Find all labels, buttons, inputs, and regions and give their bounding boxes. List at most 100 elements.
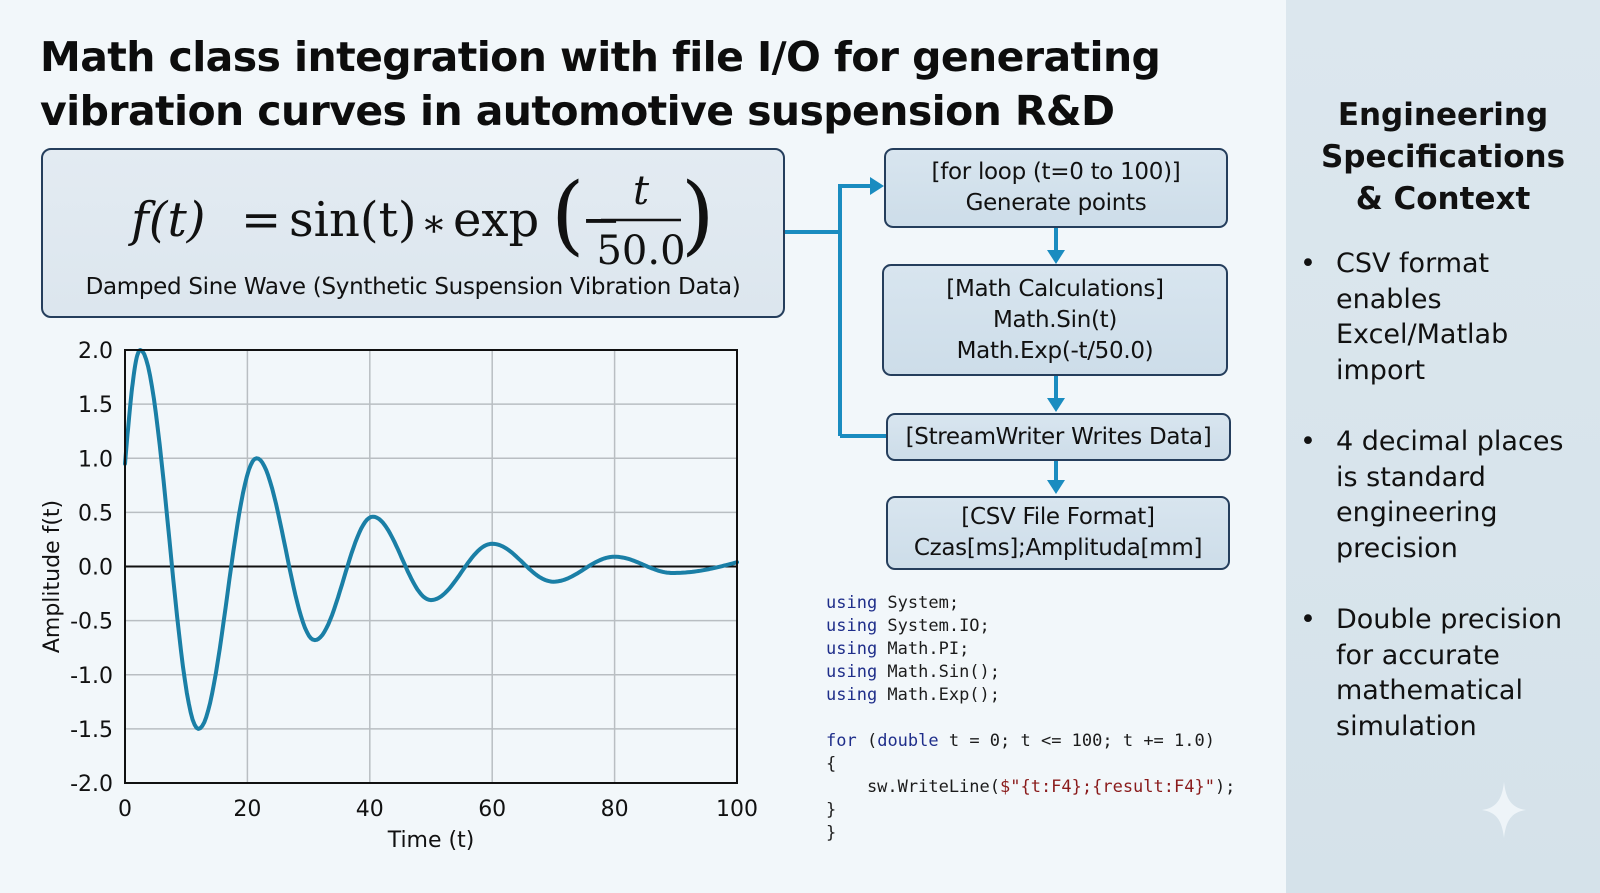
- sidebar-bullet-line: precision: [1336, 532, 1458, 564]
- bullet-icon: •: [1300, 248, 1316, 279]
- code-text: sw.WriteLine(: [826, 777, 1000, 797]
- y-axis-label: Amplitude f(t): [40, 500, 65, 653]
- code-line: using System;: [826, 592, 1235, 615]
- code-keyword: using: [826, 639, 878, 659]
- formula-sin: sin(t): [289, 192, 417, 248]
- code-text: System.IO;: [877, 616, 990, 636]
- flow-step-loop-title: [for loop (t=0 to 100)]: [931, 159, 1181, 185]
- formula-lhs: f(t): [128, 192, 206, 248]
- sidebar-panel: Engineering Specifications & Context • CS…: [1286, 0, 1600, 893]
- code-string: $"{t:F4};{result:F4}": [1000, 777, 1215, 797]
- x-axis-label: Time (t): [387, 828, 475, 853]
- code-text: {: [826, 754, 837, 774]
- x-tick-label: 40: [356, 797, 384, 822]
- code-line: using Math.Exp();: [826, 684, 1235, 707]
- sparkle-icon: [1482, 782, 1526, 838]
- x-tick-label: 80: [601, 797, 629, 822]
- sidebar-bullet-list: • CSV format enables Excel/Matlab import • 4 d…: [1300, 246, 1600, 780]
- formula-box: f(t) = sin(t) ∗ exp ( − t 50.0 ) Damped …: [41, 148, 785, 318]
- code-text: System;: [877, 593, 960, 613]
- code-snippet: using System; using System.IO; using Math.…: [826, 592, 1235, 845]
- x-tick-label: 100: [716, 797, 758, 822]
- formula-exp: exp: [453, 192, 539, 248]
- code-line: }: [826, 799, 1235, 822]
- sidebar-title-line: Specifications: [1320, 139, 1566, 175]
- code-line: sw.WriteLine($"{t:F4};{result:F4}");: [826, 776, 1235, 799]
- flow-down-arrows: [1047, 228, 1065, 494]
- formula-operator: ∗: [421, 201, 447, 245]
- flow-step-math-exp: Math.Exp(-t/50.0): [956, 337, 1154, 364]
- arrow-down-icon: [1047, 398, 1065, 412]
- code-keyword: for: [826, 731, 857, 751]
- code-text: Math.Sin();: [877, 662, 1001, 682]
- sidebar-bullet-item: • Double precision for accurate mathematica…: [1300, 602, 1600, 744]
- formula-paren-open: (: [551, 165, 585, 265]
- code-keyword: using: [826, 616, 878, 636]
- y-tick-label: 0.5: [78, 501, 113, 526]
- code-text: }: [826, 823, 837, 843]
- formula-numerator: t: [633, 168, 650, 214]
- flow-step-csv: [CSV File Format] Czas[ms];Amplitudа[mm]: [886, 496, 1230, 570]
- y-tick-label: -1.0: [70, 664, 113, 689]
- y-tick-labels: 2.0 1.5 1.0 0.5 0.0 -0.5 -1.0 -1.5 -2.0: [70, 339, 113, 797]
- sidebar-bullet-line: for accurate: [1336, 639, 1500, 671]
- formula-caption: Damped Sine Wave (Synthetic Suspension V…: [85, 274, 741, 300]
- x-tick-label: 0: [118, 797, 132, 822]
- sidebar-bullet-line: CSV format: [1336, 248, 1490, 279]
- code-line: {: [826, 753, 1235, 776]
- arrow-down-icon: [1047, 480, 1065, 494]
- flow-step-writer: [StreamWriter Writes Data]: [886, 413, 1231, 461]
- code-line: using Math.PI;: [826, 638, 1235, 661]
- code-text: );: [1214, 777, 1236, 797]
- chart-svg: 2.0 1.5 1.0 0.5 0.0 -0.5 -1.0 -1.5 -2.0 0 20 40 60 8…: [40, 339, 758, 853]
- arrow-down-icon: [1047, 250, 1065, 264]
- flow-step-writer-title: [StreamWriter Writes Data]: [905, 423, 1212, 450]
- y-tick-label: -2.0: [70, 772, 113, 797]
- code-text: Math.PI;: [877, 639, 970, 659]
- sidebar-bullet-item: • 4 decimal places is standard engineering p…: [1300, 424, 1600, 566]
- y-tick-label: -1.5: [70, 718, 113, 743]
- flow-step-csv-title: [CSV File Format]: [961, 504, 1155, 530]
- sidebar-bullet-line: enables: [1336, 283, 1442, 315]
- flow-step-math: [Math Calculations] Math.Sin(t) Math.Exp…: [882, 264, 1228, 376]
- series-line-f-t: [123, 348, 739, 731]
- y-tick-label: 0.0: [78, 556, 113, 581]
- code-text: }: [826, 800, 837, 820]
- code-keyword: using: [826, 593, 878, 613]
- flow-connectors: [785, 177, 888, 438]
- bullet-icon: •: [1300, 604, 1316, 635]
- connector-branch-to-loop: [838, 184, 872, 436]
- y-tick-label: 1.0: [78, 447, 113, 472]
- sidebar-bullet-line: simulation: [1336, 710, 1477, 742]
- formula-denominator: 50.0: [596, 228, 685, 272]
- code-text: t = 0; t <= 100; t += 1.0): [938, 731, 1215, 751]
- sidebar-bullet-line: mathematical: [1336, 675, 1523, 706]
- code-line: using System.IO;: [826, 615, 1235, 638]
- x-tick-label: 20: [233, 797, 261, 822]
- y-tick-label: 1.5: [78, 393, 113, 418]
- code-keyword: double: [877, 731, 939, 751]
- sidebar-bullet-line: engineering: [1336, 497, 1498, 528]
- plot-frame: [124, 349, 738, 784]
- vibration-chart: 2.0 1.5 1.0 0.5 0.0 -0.5 -1.0 -1.5 -2.0 0 20 40 60 8…: [30, 335, 770, 855]
- sidebar-bullet-line: import: [1336, 354, 1426, 386]
- code-line: using Math.Sin();: [826, 661, 1235, 684]
- y-tick-label: 2.0: [78, 339, 113, 364]
- sidebar-title: Engineering Specifications & Context: [1286, 94, 1600, 220]
- sidebar-title-line: Engineering: [1337, 97, 1549, 133]
- bullet-icon: •: [1300, 426, 1316, 457]
- code-line: for (double t = 0; t <= 100; t += 1.0): [826, 730, 1235, 753]
- sidebar-bullet-item: • CSV format enables Excel/Matlab import: [1300, 246, 1600, 388]
- sidebar-bullet-line: 4 decimal places: [1336, 426, 1564, 457]
- sidebar-bullet-line: is standard: [1336, 461, 1486, 493]
- x-tick-labels: 0 20 40 60 80 100: [118, 797, 758, 822]
- x-tick-label: 60: [478, 797, 506, 822]
- page-title: Math class integration with file I/O for…: [40, 33, 1161, 135]
- code-keyword: using: [826, 685, 878, 705]
- sidebar-bullet-line: Double precision: [1336, 604, 1563, 635]
- formula: f(t) = sin(t) ∗ exp ( − t 50.0 ): [43, 164, 783, 272]
- code-keyword: using: [826, 662, 878, 682]
- code-text: Math.Exp();: [877, 685, 1001, 705]
- formula-svg: f(t) = sin(t) ∗ exp ( − t 50.0 ): [128, 165, 715, 272]
- code-line: }: [826, 822, 1235, 845]
